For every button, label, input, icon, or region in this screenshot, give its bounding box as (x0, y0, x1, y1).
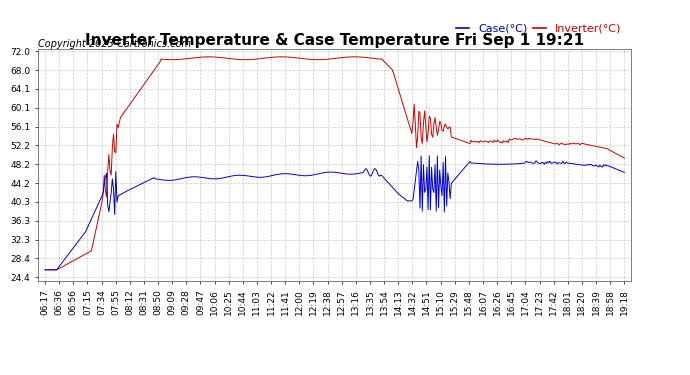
Text: Copyright 2023 Cartronics.com: Copyright 2023 Cartronics.com (38, 39, 191, 50)
Title: Inverter Temperature & Case Temperature Fri Sep 1 19:21: Inverter Temperature & Case Temperature … (85, 33, 584, 48)
Legend: Case(°C), Inverter(°C): Case(°C), Inverter(°C) (451, 20, 626, 38)
